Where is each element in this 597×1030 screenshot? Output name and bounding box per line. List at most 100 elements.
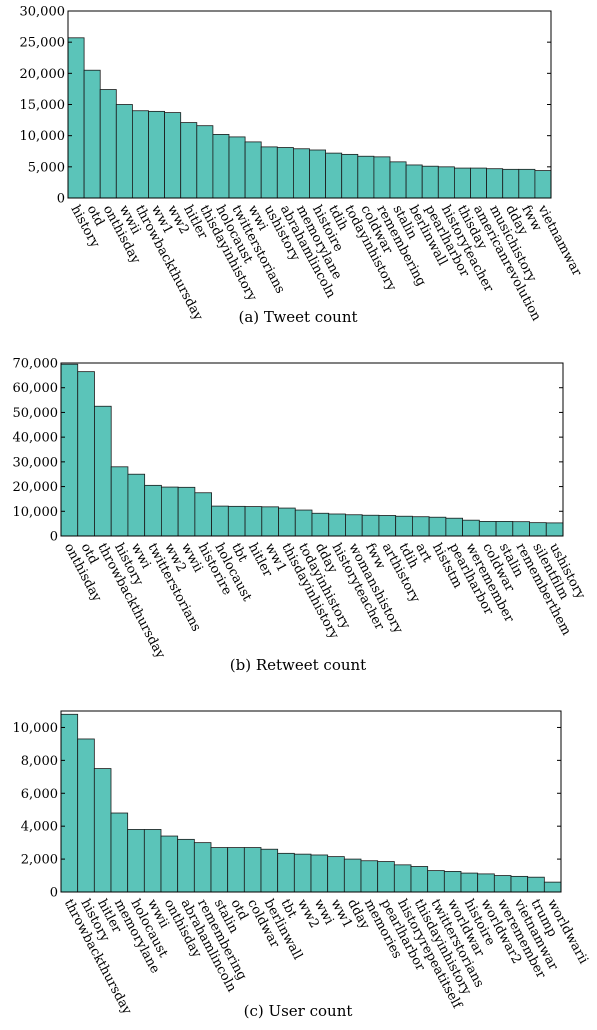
bar-thisdayinhistory <box>196 125 214 199</box>
bar-wwii <box>177 486 196 537</box>
bar-ww2 <box>160 486 179 537</box>
bar-coldwar <box>478 521 497 537</box>
bar-ww1 <box>327 856 345 893</box>
y-tick-label: 10,000 <box>13 505 59 520</box>
user-count-caption: (c) User count <box>244 1002 353 1020</box>
bar-wwi <box>127 473 146 537</box>
tweet-count-chart: 05,00010,00015,00020,00025,00030,000hist… <box>20 5 585 325</box>
y-tick-label: 2,000 <box>21 853 58 868</box>
bar-coldwar <box>243 847 262 893</box>
bar-onthisday <box>60 363 79 537</box>
y-tick-label: 6,000 <box>21 787 58 802</box>
bar-hitler <box>244 506 263 537</box>
bar-thisdayinhistory <box>278 507 296 537</box>
bar-otd <box>83 69 101 199</box>
bar-womanshistory <box>345 514 363 537</box>
bar-memories <box>360 860 379 893</box>
bar-arthistory <box>378 515 397 537</box>
bar-historyteacher <box>437 166 455 199</box>
y-tick-label: 50,000 <box>13 406 59 421</box>
bar-throwbackthursday <box>131 110 149 199</box>
bar-stalin <box>389 161 407 199</box>
bar-ww2 <box>293 853 312 893</box>
bar-hitler <box>93 768 112 893</box>
bar-thisday <box>453 167 471 199</box>
y-tick-label: 0 <box>57 192 65 207</box>
bar-wwii <box>143 829 162 893</box>
plot-frame <box>60 710 562 893</box>
bar-weremember <box>462 519 480 537</box>
bar-vietnamwar <box>510 875 529 893</box>
y-tick-label: 20,000 <box>20 67 66 82</box>
bar-fww <box>361 514 380 537</box>
bar-memorylane <box>292 148 310 199</box>
retweet-count-chart: 0 10,000 20,000 30,000 40,000 50,000 60,000 70,… <box>13 357 589 662</box>
bar-ww2 <box>164 112 182 199</box>
bar-throwbackthursday <box>60 713 79 893</box>
bar-onthisday <box>99 89 117 199</box>
tweet-count-caption: (a) Tweet count <box>238 308 357 326</box>
bar-twitterstorians <box>228 136 246 199</box>
x-tick-label: vietnamwar <box>534 202 585 279</box>
bar-pearlharbor <box>445 517 463 537</box>
bar-worldwarii <box>543 881 562 893</box>
bar-holocaust <box>212 134 230 199</box>
bar-dday <box>502 168 520 199</box>
bar-berlinwall <box>405 164 423 199</box>
bar-pearlharbor <box>421 165 439 199</box>
y-tick-label: 15,000 <box>20 98 66 113</box>
y-tick-label: 0 <box>50 886 58 901</box>
bar-worldwar2 <box>477 873 495 893</box>
user-count-chart: 02,0004,0006,0008,00010,000throwbackthur… <box>13 710 591 1018</box>
bar-tbt <box>277 852 295 893</box>
bar-fww <box>518 168 536 199</box>
retweet-count-caption: (b) Retweet count <box>230 656 366 674</box>
bar-tbt <box>227 505 246 537</box>
bar-historyteacher <box>328 513 346 537</box>
bar-silentfilm <box>529 522 547 537</box>
bar-wwi <box>310 854 329 893</box>
bar-wwii <box>115 104 133 199</box>
bar-vietnamwar <box>534 170 552 199</box>
y-tick-label: 5,000 <box>28 160 65 175</box>
bar-stalin <box>210 847 229 893</box>
bar-worldwar <box>443 871 462 893</box>
bar-ushistory <box>260 146 278 199</box>
bar-history <box>110 466 129 537</box>
bar-historyrepeatitself <box>393 864 412 893</box>
bar-trump <box>527 876 545 893</box>
bar-onthisday <box>160 835 179 893</box>
bar-hitler <box>180 122 198 199</box>
bar-holocaust <box>211 505 229 537</box>
bar-dday <box>343 858 362 893</box>
bar-ww1 <box>148 110 166 199</box>
bar-abrahamlincoln <box>177 838 195 893</box>
plot-frame <box>60 362 564 537</box>
bar-ushistory <box>545 522 564 537</box>
bar-thisdayinhistory <box>410 866 429 893</box>
y-tick-label: 4,000 <box>21 820 58 835</box>
bar-tdih <box>325 152 343 199</box>
bar-throwbackthursday <box>94 405 112 537</box>
bar-art <box>411 516 430 537</box>
bar-history <box>77 738 95 893</box>
bar-todayinhistory <box>294 509 313 537</box>
bar-pearlharbor <box>377 861 395 893</box>
y-tick-label: 30,000 <box>13 455 59 470</box>
y-tick-label: 10,000 <box>13 721 59 736</box>
bar-otd <box>77 371 95 537</box>
bar-abrahamlincoln <box>276 147 294 199</box>
y-tick-label: 8,000 <box>21 754 58 769</box>
y-tick-label: 70,000 <box>13 357 59 372</box>
bar-dday <box>311 512 330 537</box>
bar-musichistory <box>486 168 504 199</box>
bar-histstm <box>428 516 447 537</box>
bar-history <box>67 37 85 199</box>
bar-otd <box>227 847 245 893</box>
bar-rememberthem <box>512 521 530 537</box>
y-tick-label: 25,000 <box>20 36 66 51</box>
bar-stalin <box>495 521 514 537</box>
bar-weremember <box>493 875 512 893</box>
y-tick-label: 60,000 <box>13 381 59 396</box>
